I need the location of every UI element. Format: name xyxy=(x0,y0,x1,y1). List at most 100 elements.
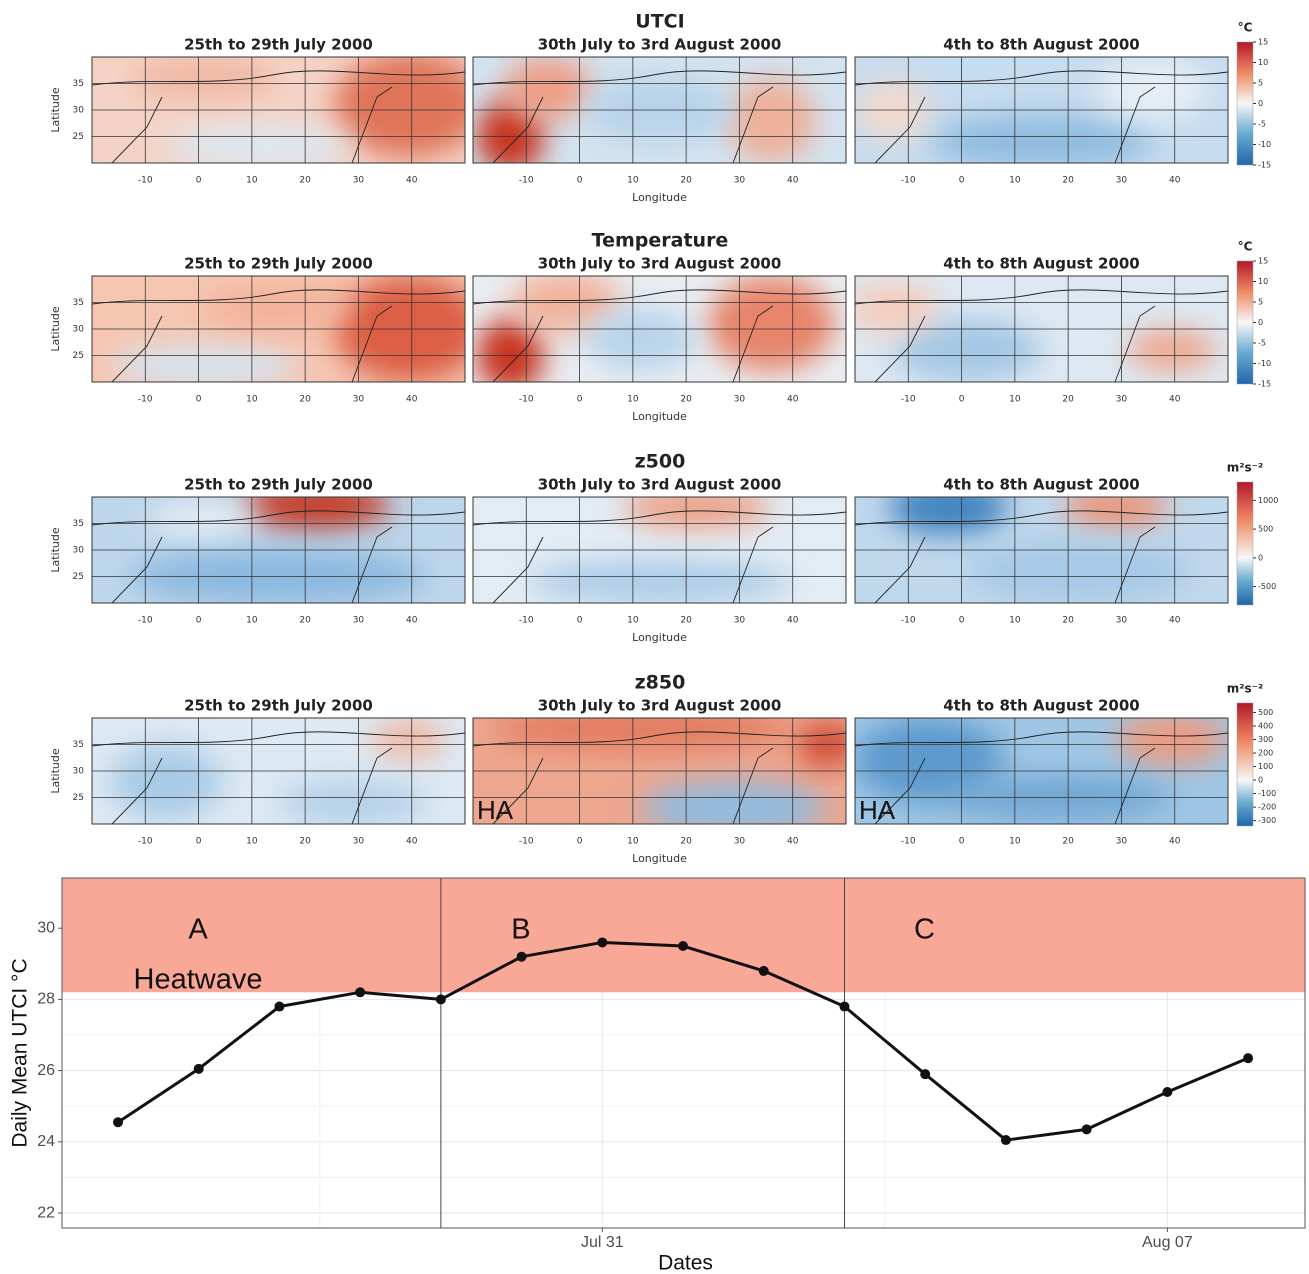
colorbar-tick-label: -5 xyxy=(1258,339,1266,348)
colorbar-tick-label: 300 xyxy=(1258,735,1273,744)
lon-tick-label: 20 xyxy=(299,616,311,626)
figure: UTCILatitudeLongitude25th to 29th July 2… xyxy=(0,0,1309,1274)
lon-tick-label: 30 xyxy=(734,176,746,186)
point xyxy=(678,941,688,951)
lon-tick-label: 40 xyxy=(1169,837,1181,847)
colorbar xyxy=(1237,42,1253,165)
lon-tick-label: 20 xyxy=(299,176,311,186)
lon-tick-label: 10 xyxy=(627,616,639,626)
phase-label: B xyxy=(511,914,530,946)
lon-tick-label: -10 xyxy=(519,395,534,405)
lon-tick-label: 10 xyxy=(1009,395,1021,405)
lon-tick-label: 20 xyxy=(299,395,311,405)
y-tick-label: 26 xyxy=(37,1062,55,1079)
colorbar-tick-label: 500 xyxy=(1258,708,1273,717)
lat-tick-label: 25 xyxy=(73,572,84,582)
colorbar-tick-label: 0 xyxy=(1258,99,1263,108)
x-tick-label: Jul 31 xyxy=(581,1234,624,1251)
colorbar-tick-label: 10 xyxy=(1258,277,1268,286)
colorbar-tick-label: -200 xyxy=(1258,803,1276,812)
panel-subtitle: 25th to 29th July 2000 xyxy=(184,697,373,715)
colorbar-tick-label: -500 xyxy=(1258,582,1276,591)
colorbar-tick-label: 10 xyxy=(1258,58,1268,67)
lon-tick-label: 30 xyxy=(1116,837,1128,847)
map-panel xyxy=(92,52,484,169)
anomaly-blob xyxy=(529,561,790,603)
point xyxy=(1162,1087,1172,1097)
anomaly-blob xyxy=(1127,329,1217,371)
panel-subtitle: 4th to 8th August 2000 xyxy=(943,476,1140,494)
lon-tick-label: 0 xyxy=(577,616,583,626)
point xyxy=(597,937,607,947)
lat-tick-label: 25 xyxy=(73,351,84,361)
point xyxy=(1243,1053,1253,1063)
map-panel xyxy=(855,57,1228,168)
map-panel xyxy=(473,486,846,603)
lat-tick-label: 25 xyxy=(73,793,84,803)
map-panel xyxy=(92,482,465,603)
lon-tick-label: 10 xyxy=(246,176,258,186)
lon-tick-label: 40 xyxy=(1169,395,1181,405)
panel-subtitle: 4th to 8th August 2000 xyxy=(943,36,1140,54)
lon-tick-label: 40 xyxy=(1169,176,1181,186)
phase-label: C xyxy=(914,914,935,946)
colorbar-tick-label: 200 xyxy=(1258,749,1273,758)
map-row-title: z500 xyxy=(635,451,686,473)
lon-tick-label: 10 xyxy=(627,395,639,405)
lon-tick-label: 30 xyxy=(1116,395,1128,405)
colorbar-unit: m²s⁻² xyxy=(1227,682,1264,696)
lon-tick-label: 10 xyxy=(1009,616,1021,626)
lon-tick-label: 10 xyxy=(1009,837,1021,847)
y-axis-label: Latitude xyxy=(49,87,62,133)
panel-subtitle: 30th July to 3rd August 2000 xyxy=(538,476,782,494)
panel-subtitle: 4th to 8th August 2000 xyxy=(943,255,1140,273)
panel-subtitle: 4th to 8th August 2000 xyxy=(943,697,1140,715)
lat-tick-label: 35 xyxy=(73,519,84,529)
anomaly-blob xyxy=(279,782,428,824)
colorbar-tick-label: 5 xyxy=(1258,79,1263,88)
lat-tick-label: 30 xyxy=(73,767,85,777)
lat-tick-label: 30 xyxy=(73,325,85,335)
anomaly-blob xyxy=(727,78,817,163)
lon-tick-label: 20 xyxy=(680,837,692,847)
anomaly-blob xyxy=(129,57,278,99)
lon-tick-label: -10 xyxy=(901,837,916,847)
lon-tick-label: 20 xyxy=(680,395,692,405)
lon-tick-label: 0 xyxy=(196,837,202,847)
lon-tick-label: -10 xyxy=(138,176,153,186)
point xyxy=(274,1002,284,1012)
lon-tick-label: 20 xyxy=(680,616,692,626)
map-panel xyxy=(848,276,1228,382)
lon-tick-label: -10 xyxy=(138,837,153,847)
lon-tick-label: 0 xyxy=(196,395,202,405)
lon-tick-label: 10 xyxy=(246,837,258,847)
y-tick-label: 30 xyxy=(37,919,55,936)
colorbar-tick-label: 0 xyxy=(1258,553,1263,562)
map-panel xyxy=(92,276,484,387)
x-tick-label: Aug 07 xyxy=(1142,1234,1193,1251)
y-tick-label: 28 xyxy=(37,991,55,1008)
y-axis-title: Daily Mean UTCI °C xyxy=(9,958,32,1147)
colorbar-tick-label: -300 xyxy=(1258,816,1276,825)
map-row-title: z850 xyxy=(635,672,686,694)
lon-tick-label: 30 xyxy=(734,837,746,847)
lon-tick-label: 40 xyxy=(787,395,799,405)
map-panel xyxy=(473,57,846,174)
lon-tick-label: -10 xyxy=(519,616,534,626)
lon-tick-label: -10 xyxy=(138,616,153,626)
lon-tick-label: 0 xyxy=(577,837,583,847)
x-axis-label: Longitude xyxy=(632,410,687,423)
lon-tick-label: -10 xyxy=(519,176,534,186)
lon-tick-label: 40 xyxy=(406,176,418,186)
point xyxy=(1082,1124,1092,1134)
lon-tick-label: 20 xyxy=(1062,616,1074,626)
lon-tick-label: 0 xyxy=(196,176,202,186)
map-panel xyxy=(855,481,1228,603)
colorbar-tick-label: -15 xyxy=(1258,380,1271,389)
anomaly-blob xyxy=(148,502,260,534)
colorbar-tick-label: 5 xyxy=(1258,298,1263,307)
lon-tick-label: 30 xyxy=(1116,176,1128,186)
point xyxy=(920,1069,930,1079)
colorbar-tick-label: 0 xyxy=(1258,318,1263,327)
panel-subtitle: 30th July to 3rd August 2000 xyxy=(538,697,782,715)
